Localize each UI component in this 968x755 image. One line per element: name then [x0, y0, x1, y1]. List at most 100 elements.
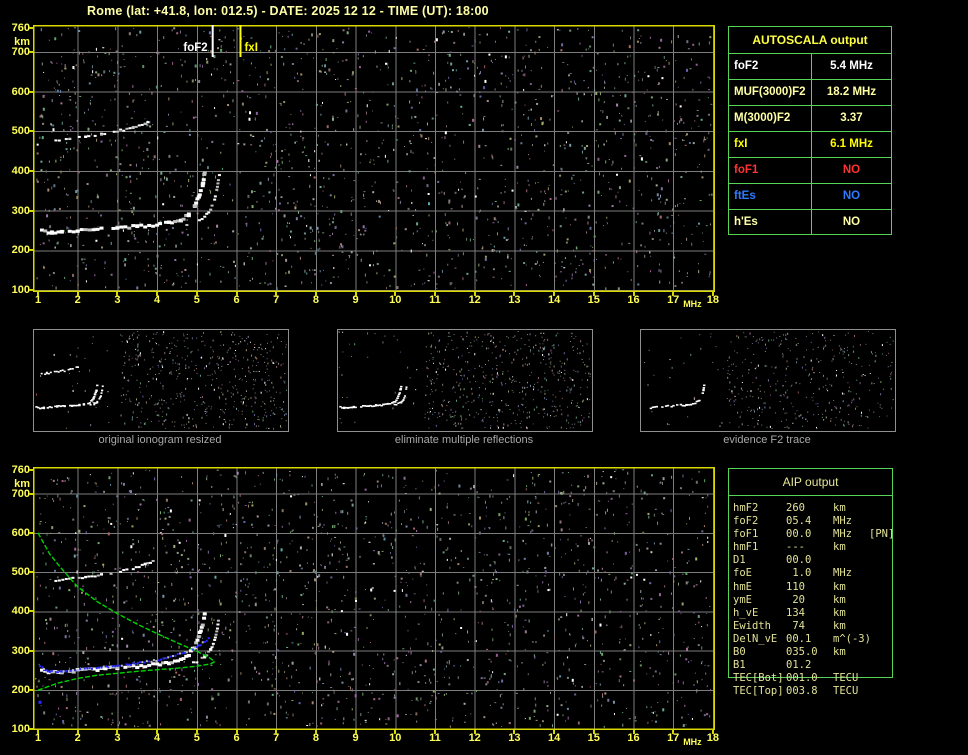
x-tickmark [156, 292, 159, 296]
aip-cell: 035.0 [786, 646, 818, 659]
x-tickmark [473, 292, 476, 296]
y-tick-400: 400 [11, 164, 30, 177]
y-tickmark [29, 130, 33, 133]
aip-row-B1: B1 01.2 [733, 659, 903, 672]
autoscala-table-title: AUTOSCALA output [752, 33, 868, 47]
autoscala-param-value: NO [842, 216, 861, 228]
aip-cell: TECU [833, 685, 859, 698]
y-tickmark [29, 27, 33, 29]
x-tick-12: 12 [468, 732, 481, 744]
y-tick-760: 760 [11, 22, 30, 34]
aip-row-TEC[Bot]: TEC[Bot] 001.0 TECU [733, 672, 903, 685]
y-tick-400: 400 [11, 605, 30, 618]
x-tickmark [553, 730, 556, 734]
autoscala-param-value: 3.37 [840, 112, 863, 124]
x-tickmark [314, 730, 317, 734]
aip-cell: TECU [833, 672, 859, 685]
aip-row-hmF2: hmF2 260 km [733, 502, 903, 515]
x-tickmark [434, 292, 436, 296]
x-tick-3: 3 [114, 732, 121, 744]
autoscala-param-label: fxI [729, 132, 812, 157]
autoscala-table-rows: foF2 5.4 MHz MUF(3000)F2 18.2 MHz M(3000)F2 3… [729, 53, 891, 235]
x-tick-17: 17 [667, 732, 680, 744]
x-tickmark [116, 730, 119, 734]
foF2-marker-line [211, 25, 214, 57]
aip-cell: --- [786, 541, 805, 554]
aip-row-foF2: foF2 05.4 MHz [733, 515, 903, 528]
thumbnail-caption-0: original ionogram resized [98, 434, 222, 446]
aip-cell [869, 685, 903, 698]
aip-cell [869, 502, 903, 515]
x-tickmark [235, 292, 238, 296]
x-tickmark [76, 730, 79, 734]
ionogram-plot-top: foF2 fxI [33, 25, 715, 292]
y-tickmark [29, 90, 33, 93]
aip-cell: 260 [786, 502, 805, 514]
aip-cell: TEC[Bot] [733, 672, 784, 685]
autoscala-param-label: foF2 [729, 54, 812, 79]
aip-cell: MHz [833, 528, 852, 541]
y-axis-unit: km [14, 36, 30, 48]
y-tickmark [29, 531, 33, 534]
aip-row-TEC[Top]: TEC[Top] 003.8 TECU [733, 685, 903, 698]
y-tickmark [29, 469, 33, 471]
autoscala-row-h'Es: h'Es NO [729, 209, 891, 235]
aip-cell: 05.4 [786, 515, 812, 528]
y-tickmark [29, 249, 33, 252]
x-tick-17: 17 [667, 294, 680, 306]
y-tick-200: 200 [11, 244, 30, 257]
aip-cell: 003.8 [786, 685, 818, 698]
x-tick-12: 12 [468, 294, 481, 306]
x-tickmark [314, 292, 317, 296]
x-tickmark [37, 292, 39, 296]
aip-row-foE: foE 1.0 MHz [733, 567, 903, 580]
aip-row-B0: B0 035.0 km [733, 646, 903, 659]
x-tick-11: 11 [429, 294, 441, 306]
thumbnail-eliminate-multiple-reflections [337, 329, 593, 432]
y-tickmark [29, 169, 33, 172]
fxI-marker-label: fxI [244, 42, 257, 54]
x-axis-unit: MHz [683, 299, 702, 309]
y-tickmark [29, 728, 33, 730]
aip-cell [833, 554, 869, 567]
y-tick-300: 300 [11, 204, 30, 217]
aip-cell: Ewidth [733, 619, 771, 632]
thumbnail-caption-2: evidence F2 trace [723, 434, 811, 446]
aip-row-foF1: foF1 00.0 MHz [PN] [733, 528, 903, 541]
x-tickmark [354, 730, 357, 734]
x-tickmark [275, 730, 278, 734]
aip-cell: foF1 [733, 528, 759, 541]
aip-cell: km [833, 593, 846, 606]
y-tick-300: 300 [11, 644, 30, 657]
thumbnail-evidence-F2-trace [640, 329, 896, 432]
thumbnail-caption-1: eliminate multiple reflections [394, 434, 534, 446]
aip-cell: MHz [833, 567, 852, 580]
x-tick-15: 15 [587, 732, 600, 744]
x-tickmark [275, 292, 278, 296]
aip-cell: 00.0 [786, 528, 812, 541]
x-tick-14: 14 [547, 294, 561, 306]
aip-cell: hmF2 [733, 502, 759, 514]
aip-cell [869, 515, 903, 528]
autoscala-param-label: ftEs [729, 184, 812, 209]
y-tick-600: 600 [11, 85, 30, 98]
x-axis-unit: MHz [683, 737, 702, 747]
aip-row-ymE: ymE 20 km [733, 594, 903, 607]
x-tickmark [632, 730, 635, 734]
aip-cell [869, 541, 903, 554]
x-tickmark [513, 730, 516, 734]
foF2-marker-label: foF2 [183, 42, 207, 54]
aip-cell [869, 659, 903, 672]
aip-cell: km [833, 646, 846, 659]
aip-cell: DelN_vE [733, 632, 778, 645]
y-tick-100: 100 [11, 723, 30, 735]
fxI-marker-line [239, 25, 242, 57]
aip-cell [869, 672, 903, 685]
autoscala-param-label: MUF(3000)F2 [729, 80, 812, 105]
autoscala-param-value: 18.2 MHz [826, 86, 877, 98]
x-tick-6: 6 [233, 732, 240, 744]
x-tickmark [354, 292, 357, 296]
aip-row-DelN_vE: DelN_vE 00.1 m^(-3) [733, 633, 903, 646]
x-tick-5: 5 [193, 732, 200, 744]
autoscala-row-foF1: foF1 NO [729, 157, 891, 183]
